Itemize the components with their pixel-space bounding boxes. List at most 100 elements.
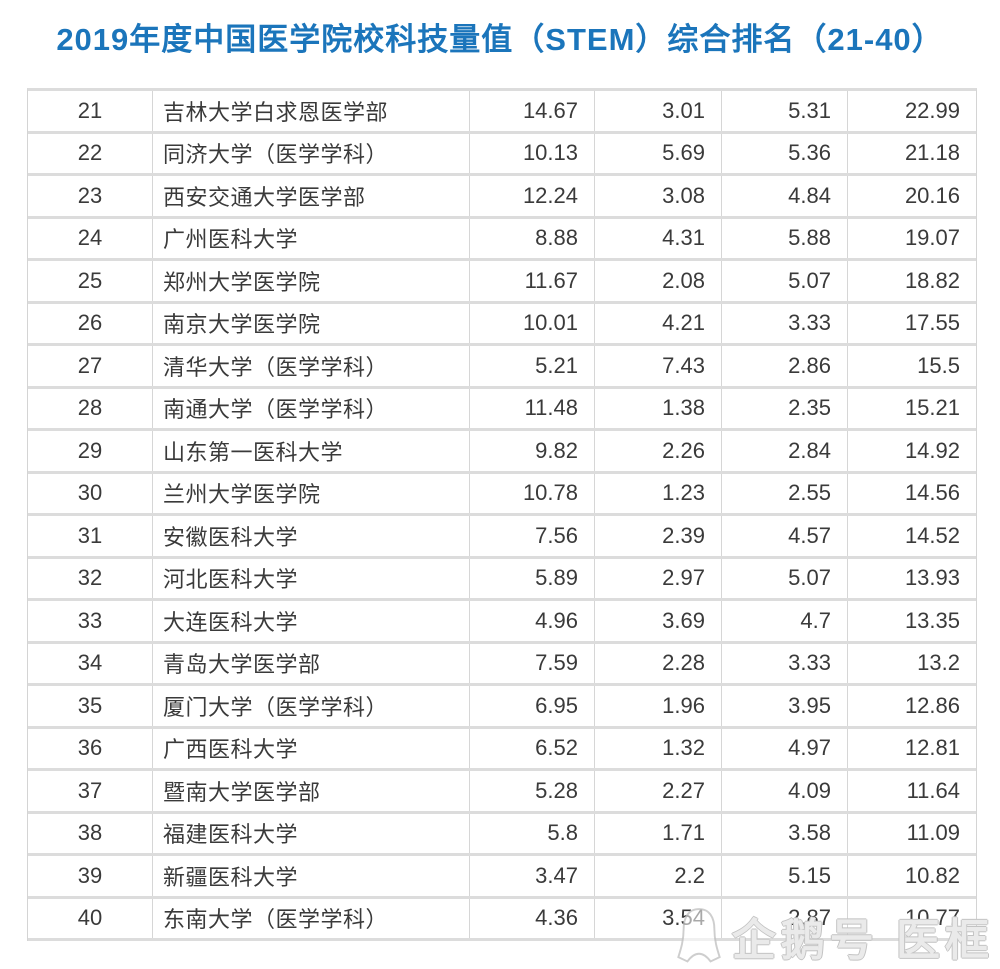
- rank-cell: 37: [28, 771, 153, 811]
- school-name-cell: 广西医科大学: [153, 728, 470, 768]
- school-name-cell: 南通大学（医学学科）: [153, 388, 470, 428]
- table-row: 22 同济大学（医学学科） 10.13 5.69 5.36 21.18: [28, 133, 976, 176]
- rank-cell: 31: [28, 516, 153, 556]
- school-name-cell: 新疆医科大学: [153, 856, 470, 896]
- score-cell-1: 7.59: [470, 643, 595, 683]
- score-cell-2: 1.32: [595, 728, 722, 768]
- table-row: 24 广州医科大学 8.88 4.31 5.88 19.07: [28, 218, 976, 261]
- total-score-cell: 19.07: [904, 225, 960, 251]
- score-cell-1: 4.96: [470, 601, 595, 641]
- school-name-cell: 郑州大学医学院: [153, 261, 470, 301]
- total-score-cell: 14.56: [904, 480, 960, 506]
- table-row: 31 安徽医科大学 7.56 2.39 4.57 14.52: [28, 516, 976, 559]
- total-score-cell: 11.09: [906, 820, 960, 846]
- score-cell-3: 3.33: [722, 643, 848, 683]
- rank-cell: 29: [28, 431, 153, 471]
- rank-cell: 21: [28, 91, 153, 131]
- score-cell-3: 4.84: [722, 176, 848, 216]
- score-cell-3: 2.86: [722, 346, 848, 386]
- score-cell-3: 3.33: [722, 303, 848, 343]
- total-score-cell: 15.21: [904, 395, 960, 421]
- school-name-cell: 河北医科大学: [153, 558, 470, 598]
- school-name-cell: 西安交通大学医学部: [153, 176, 470, 216]
- score-cell-2: 2.26: [595, 431, 722, 471]
- school-name-cell: 吉林大学白求恩医学部: [153, 91, 470, 131]
- score-cell-1: 10.01: [470, 303, 595, 343]
- rank-cell: 39: [28, 856, 153, 896]
- total-score-cell: 10.82: [904, 862, 960, 888]
- score-cell-1: 6.52: [470, 728, 595, 768]
- table-row: 36 广西医科大学 6.52 1.32 4.97 12.81: [28, 728, 976, 771]
- score-cell-3: 4.09: [722, 771, 848, 811]
- score-cell-2: 1.38: [595, 388, 722, 428]
- score-cell-2: 3.54: [595, 898, 722, 938]
- school-name-cell: 南京大学医学院: [153, 303, 470, 343]
- score-cell-2: 4.21: [595, 303, 722, 343]
- score-cell-1: 5.28: [470, 771, 595, 811]
- score-cell-1: 10.13: [470, 133, 595, 173]
- total-score-cell: 21.18: [904, 140, 960, 166]
- table-row: 39 新疆医科大学 3.47 2.2 5.15 10.82: [28, 856, 976, 899]
- school-name-cell: 安徽医科大学: [153, 516, 470, 556]
- score-cell-3: 2.84: [722, 431, 848, 471]
- total-score-cell: 11.64: [906, 777, 960, 803]
- score-cell-2: 5.69: [595, 133, 722, 173]
- rank-cell: 22: [28, 133, 153, 173]
- total-score-cell: 13.2: [917, 650, 960, 676]
- rank-cell: 23: [28, 176, 153, 216]
- score-cell-3: 5.31: [722, 91, 848, 131]
- score-cell-3: 2.35: [722, 388, 848, 428]
- rankings-table: 21 吉林大学白求恩医学部 14.67 3.01 5.31 22.99 22 同济大学（医学学…: [27, 88, 977, 941]
- school-name-cell: 大连医科大学: [153, 601, 470, 641]
- score-cell-1: 11.67: [470, 261, 595, 301]
- total-score-cell: 17.55: [904, 310, 960, 336]
- score-cell-1: 5.8: [470, 813, 595, 853]
- total-score-cell: 14.52: [904, 522, 960, 548]
- table-row: 23 西安交通大学医学部 12.24 3.08 4.84 20.16: [28, 176, 976, 219]
- table-row: 33 大连医科大学 4.96 3.69 4.7 13.35: [28, 601, 976, 644]
- total-score-cell: 15.5: [917, 352, 960, 378]
- table-row: 28 南通大学（医学学科） 11.48 1.38 2.35 15.21: [28, 388, 976, 431]
- table-row: 34 青岛大学医学部 7.59 2.28 3.33 13.2: [28, 643, 976, 686]
- rank-cell: 35: [28, 686, 153, 726]
- score-cell-1: 14.67: [470, 91, 595, 131]
- total-score-cell: 18.82: [904, 267, 960, 293]
- school-name-cell: 暨南大学医学部: [153, 771, 470, 811]
- school-name-cell: 东南大学（医学学科）: [153, 898, 470, 938]
- score-cell-1: 8.88: [470, 218, 595, 258]
- rank-cell: 36: [28, 728, 153, 768]
- school-name-cell: 青岛大学医学部: [153, 643, 470, 683]
- score-cell-1: 12.24: [470, 176, 595, 216]
- total-score-cell: 12.86: [904, 692, 960, 718]
- score-cell-1: 9.82: [470, 431, 595, 471]
- school-name-cell: 同济大学（医学学科）: [153, 133, 470, 173]
- table-row: 29 山东第一医科大学 9.82 2.26 2.84 14.92: [28, 431, 976, 474]
- total-score-cell: 12.81: [904, 735, 960, 761]
- rank-cell: 34: [28, 643, 153, 683]
- score-cell-3: 5.88: [722, 218, 848, 258]
- score-cell-3: 3.58: [722, 813, 848, 853]
- total-score-cell: 13.35: [904, 607, 960, 633]
- rank-cell: 24: [28, 218, 153, 258]
- score-cell-2: 2.2: [595, 856, 722, 896]
- school-name-cell: 厦门大学（医学学科）: [153, 686, 470, 726]
- score-cell-2: 1.96: [595, 686, 722, 726]
- table-row: 26 南京大学医学院 10.01 4.21 3.33 17.55: [28, 303, 976, 346]
- score-cell-1: 6.95: [470, 686, 595, 726]
- score-cell-3: 3.95: [722, 686, 848, 726]
- school-name-cell: 清华大学（医学学科）: [153, 346, 470, 386]
- score-cell-2: 3.08: [595, 176, 722, 216]
- table-row: 27 清华大学（医学学科） 5.21 7.43 2.86 15.5: [28, 346, 976, 389]
- table-row: 35 厦门大学（医学学科） 6.95 1.96 3.95 12.86: [28, 686, 976, 729]
- score-cell-2: 2.27: [595, 771, 722, 811]
- rank-cell: 32: [28, 558, 153, 598]
- score-cell-3: 2.55: [722, 473, 848, 513]
- score-cell-3: 4.97: [722, 728, 848, 768]
- score-cell-2: 1.71: [595, 813, 722, 853]
- score-cell-3: 2.87: [722, 898, 848, 938]
- total-score-cell: 10.77: [904, 905, 960, 931]
- rank-cell: 38: [28, 813, 153, 853]
- total-score-cell: 13.93: [904, 565, 960, 591]
- page-title: 2019年度中国医学院校科技量值（STEM）综合排名（21-40）: [56, 22, 944, 57]
- score-cell-2: 2.08: [595, 261, 722, 301]
